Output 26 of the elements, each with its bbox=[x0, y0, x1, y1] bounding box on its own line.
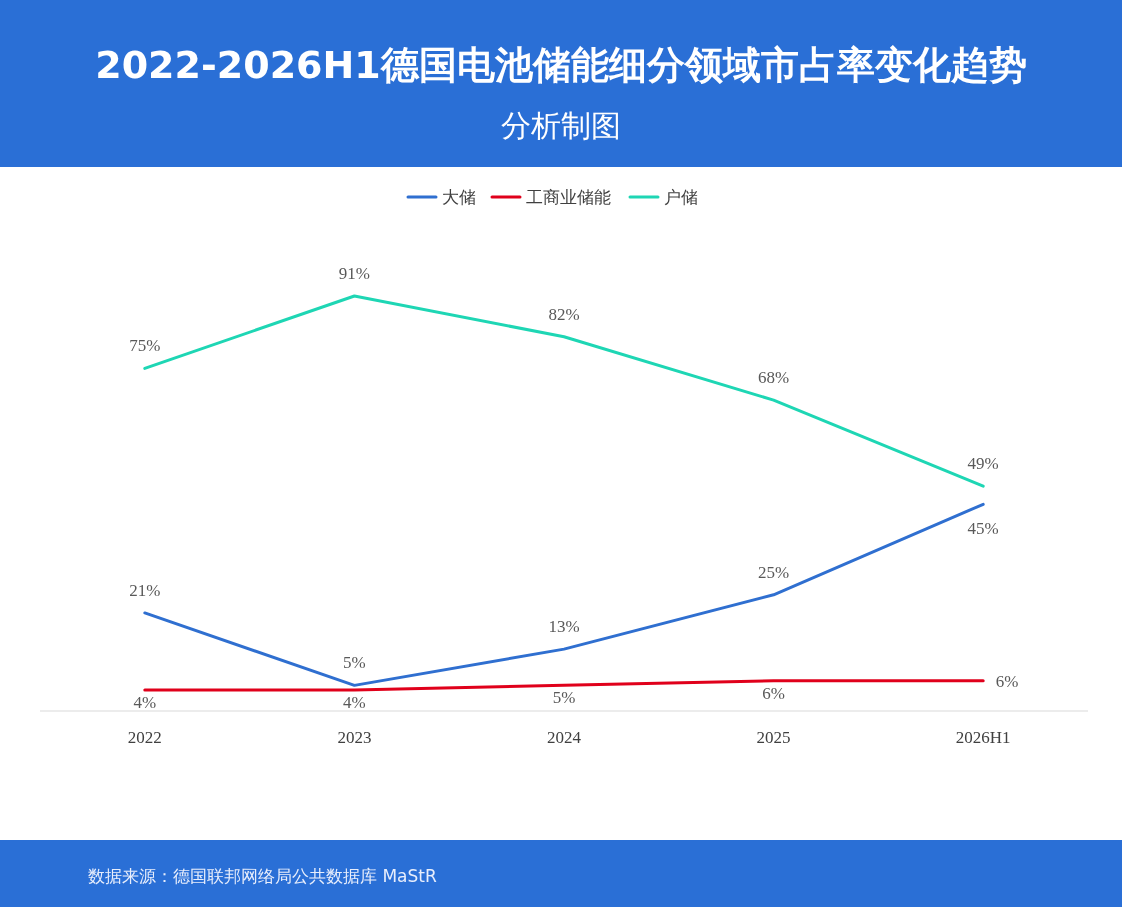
data-label: 68% bbox=[758, 368, 790, 388]
data-label: 4% bbox=[133, 692, 157, 712]
data-label: 6% bbox=[995, 671, 1019, 691]
data-label: 21% bbox=[129, 580, 161, 600]
data-label: 5% bbox=[343, 653, 366, 673]
data-label: 45% bbox=[967, 519, 999, 539]
x-tick-label: 2024 bbox=[547, 728, 582, 747]
legend-label: 户储 bbox=[664, 187, 698, 207]
chart-subtitle: 分析制图 bbox=[501, 108, 621, 143]
data-label: 25% bbox=[758, 562, 790, 582]
data-label: 75% bbox=[129, 336, 161, 356]
data-label: 91% bbox=[338, 264, 370, 283]
data-label: 13% bbox=[548, 617, 580, 637]
x-tick-label: 2026H1 bbox=[955, 728, 1011, 747]
x-tick-label: 2022 bbox=[127, 728, 162, 747]
chart-title: 2022-2026H1德国电池储能细分领域市占率变化趋势 bbox=[95, 43, 1027, 87]
x-tick-label: 2023 bbox=[337, 728, 372, 747]
x-tick-label: 2025 bbox=[756, 728, 791, 747]
data-label: 4% bbox=[343, 692, 366, 712]
legend-label: 大储 bbox=[442, 187, 476, 207]
legend-label: 工商业储能 bbox=[526, 187, 611, 207]
data-label: 82% bbox=[548, 304, 580, 324]
data-label: 5% bbox=[552, 688, 576, 708]
data-label: 6% bbox=[762, 683, 785, 703]
source-note: 数据来源：德国联邦网络局公共数据库 MaStR bbox=[88, 866, 437, 886]
data-label: 49% bbox=[967, 454, 999, 474]
